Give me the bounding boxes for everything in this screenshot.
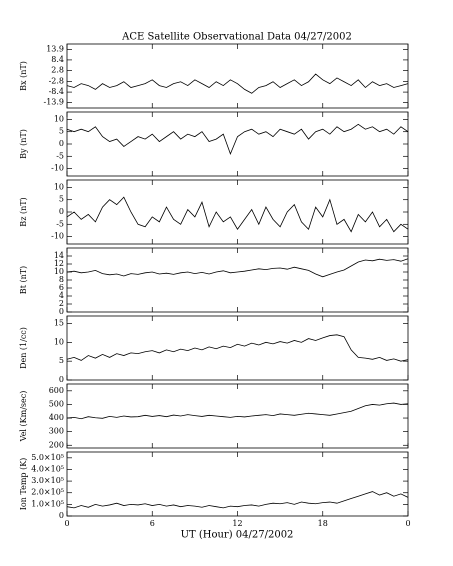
y-tick-label: 200 bbox=[49, 440, 64, 449]
y-tick-label: 5 bbox=[59, 127, 64, 136]
y-tick-label: 0 bbox=[59, 307, 64, 316]
y-tick-label: 8.4 bbox=[51, 55, 64, 64]
y-tick-label: 10 bbox=[54, 337, 64, 346]
data-line bbox=[66, 123, 409, 155]
y-tick-label: 4 bbox=[59, 291, 64, 300]
y-axis-title: Bt (nT) bbox=[19, 266, 28, 294]
y-tick-label: -10 bbox=[51, 164, 64, 173]
y-tick-label: -8.4 bbox=[49, 87, 64, 96]
y-tick-label: -10 bbox=[51, 232, 64, 241]
y-tick-label: 0 bbox=[59, 375, 64, 384]
y-axis-title: Bz (nT) bbox=[19, 197, 28, 226]
y-tick-label: 12 bbox=[54, 259, 64, 268]
x-tick-label: 6 bbox=[150, 519, 155, 528]
y-axis-title: Bx (nT) bbox=[19, 61, 28, 91]
x-tick-label: 18 bbox=[318, 519, 328, 528]
y-tick-label: 0 bbox=[59, 139, 64, 148]
y-tick-label: 10 bbox=[54, 182, 64, 191]
y-tick-label: 500 bbox=[49, 399, 64, 408]
y-tick-label: 5 bbox=[59, 356, 64, 365]
y-axis-title: Den (1/cc) bbox=[19, 327, 28, 369]
y-tick-label: 0 bbox=[59, 207, 64, 216]
y-tick-label: 2.8 bbox=[51, 66, 64, 75]
y-axis-title: Vel (Km/sec) bbox=[19, 391, 28, 443]
y-tick-label: 10 bbox=[54, 114, 64, 123]
data-line bbox=[66, 491, 409, 509]
y-tick-label: -5 bbox=[56, 151, 64, 160]
y-tick-label: 14 bbox=[54, 251, 64, 260]
y-tick-label: 3.0×10⁵ bbox=[31, 476, 64, 485]
y-tick-label: -13.9 bbox=[43, 98, 64, 107]
y-tick-label: 600 bbox=[49, 386, 64, 395]
y-tick-label: -5 bbox=[56, 219, 64, 228]
y-tick-label: 1.0×10⁵ bbox=[31, 499, 64, 508]
x-axis-title: UT (Hour) 04/27/2002 bbox=[181, 530, 294, 541]
y-tick-label: 300 bbox=[49, 427, 64, 436]
y-tick-label: 4.0×10⁵ bbox=[31, 464, 64, 473]
data-line bbox=[66, 334, 409, 362]
y-tick-label: 5.0×10⁵ bbox=[31, 453, 64, 462]
y-axis-title: By (nT) bbox=[19, 129, 28, 159]
y-tick-label: 10 bbox=[54, 267, 64, 276]
y-tick-label: 0 bbox=[59, 511, 64, 520]
data-line bbox=[66, 402, 409, 420]
y-tick-label: 5 bbox=[59, 195, 64, 204]
y-tick-label: -2.8 bbox=[49, 76, 64, 85]
data-line bbox=[66, 73, 409, 94]
y-tick-label: 2 bbox=[59, 299, 64, 308]
data-line bbox=[66, 196, 409, 233]
chart-title: ACE Satellite Observational Data 04/27/2… bbox=[121, 32, 352, 43]
y-axis-title: Ion Temp (K) bbox=[19, 458, 28, 511]
y-tick-label: 8 bbox=[59, 275, 64, 284]
y-tick-label: 2.0×10⁵ bbox=[31, 488, 64, 497]
y-tick-label: 400 bbox=[49, 413, 64, 422]
x-tick-label: 0 bbox=[64, 519, 69, 528]
x-tick-label: 12 bbox=[232, 519, 242, 528]
y-tick-label: 15 bbox=[54, 319, 64, 328]
y-tick-label: 13.9 bbox=[46, 44, 64, 53]
x-tick-label: 0 bbox=[405, 519, 410, 528]
data-line bbox=[66, 258, 409, 278]
y-tick-label: 6 bbox=[59, 283, 64, 292]
